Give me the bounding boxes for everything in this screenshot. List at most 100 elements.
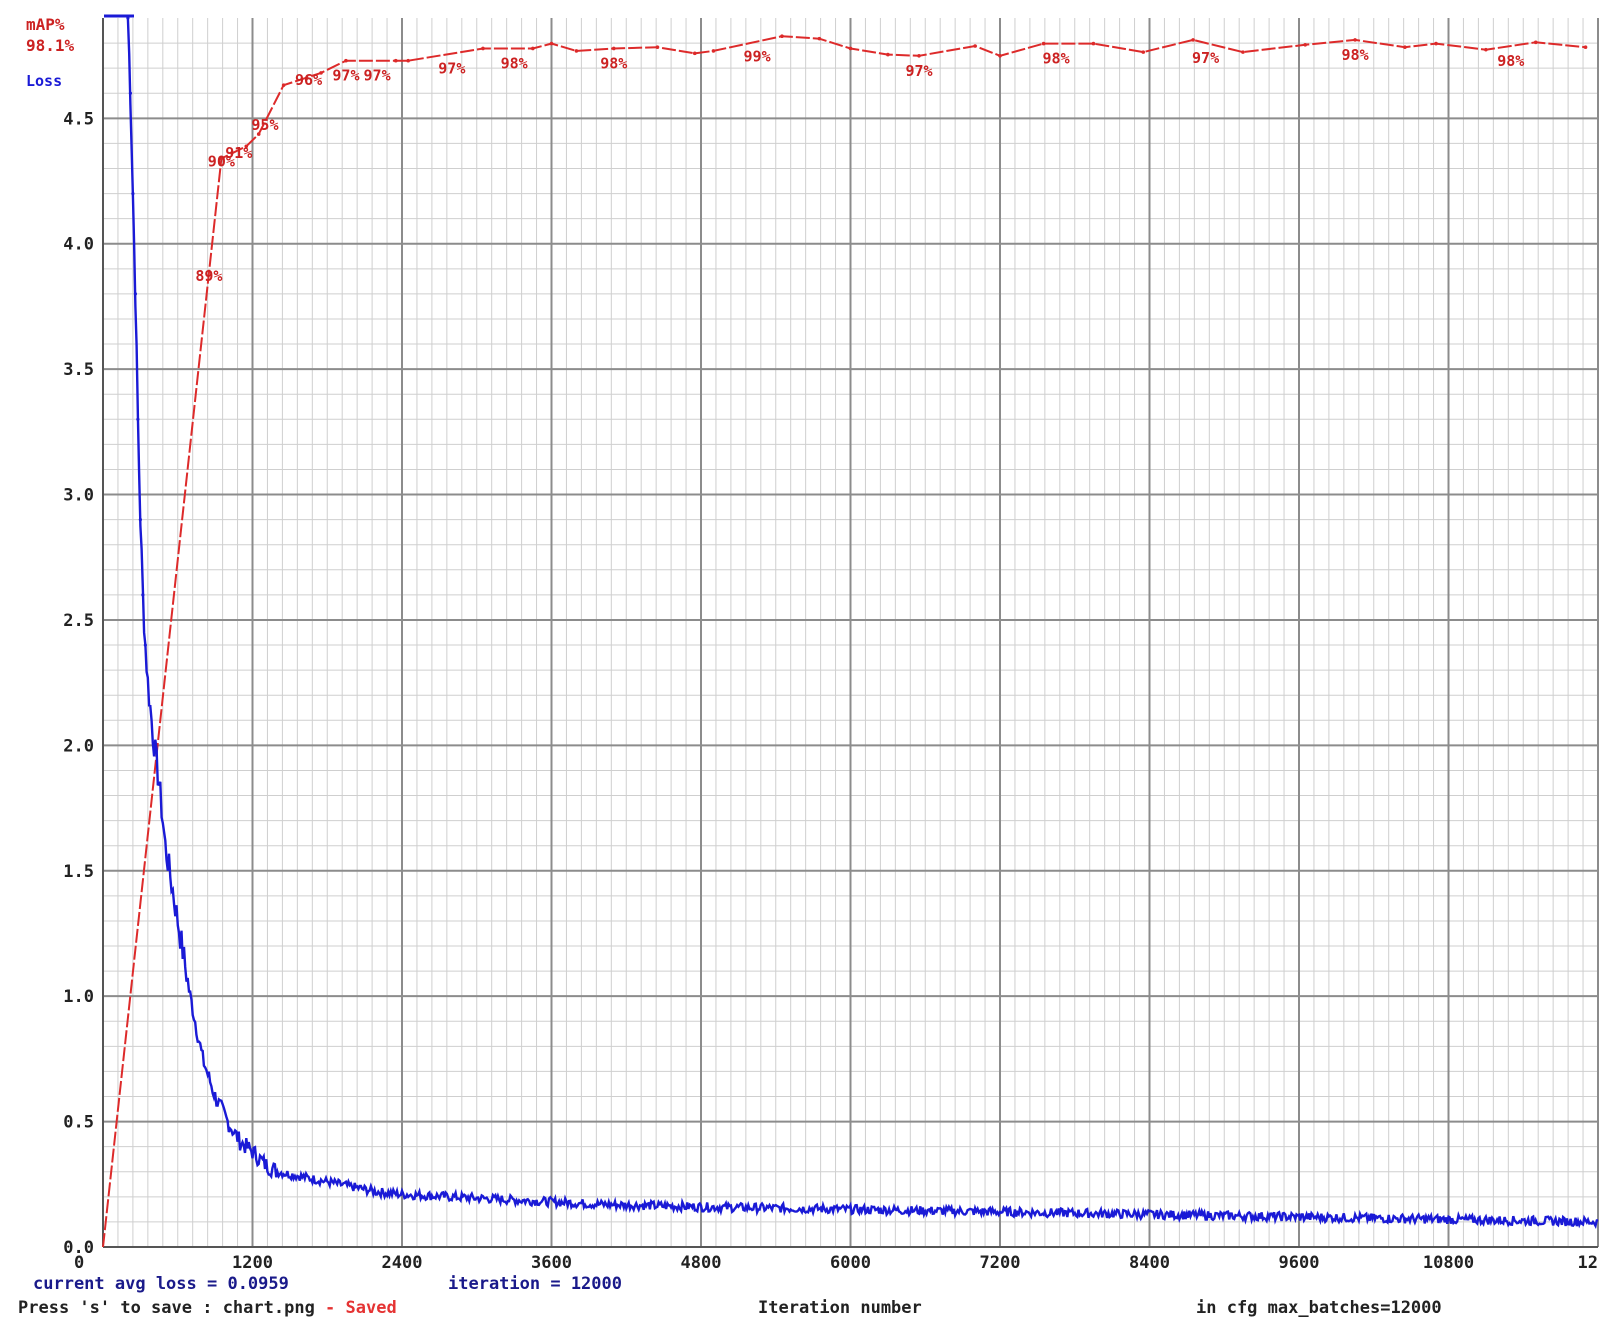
y-tick-label: 1.0 <box>63 987 94 1007</box>
map-series <box>102 34 1588 1248</box>
loss-point <box>138 518 142 522</box>
map-point <box>256 132 261 136</box>
map-point <box>1353 38 1357 42</box>
map-point <box>406 58 411 63</box>
current-iteration: iteration = 12000 <box>448 1274 622 1294</box>
map-point <box>1583 45 1588 50</box>
y-tick-labels: 0.0 0.5 1.0 1.5 2.0 2.5 3.0 3.5 4.0 4.5 <box>63 109 94 1258</box>
map-point <box>917 53 921 58</box>
max-batches-info: in cfg max_batches=12000 <box>1196 1298 1442 1318</box>
x-tick-label: 6000 <box>830 1253 871 1273</box>
map-line <box>102 35 1586 1248</box>
y-tick-label: 3.5 <box>63 360 94 380</box>
map-point <box>574 49 579 53</box>
legend: mAP% 98.1% Loss <box>26 14 134 90</box>
y-tick-label: 4.0 <box>63 235 94 255</box>
map-point <box>692 51 697 56</box>
x-tick-label: 9600 <box>1279 1253 1320 1273</box>
x-tick-label: 0 <box>74 1253 84 1273</box>
map-point <box>1403 45 1407 50</box>
map-value-label: 90% <box>208 153 235 171</box>
map-point <box>848 46 853 51</box>
map-point <box>1041 41 1046 46</box>
map-value-label: 96% <box>295 71 322 89</box>
loss-point <box>143 643 147 647</box>
x-tick-label: 3600 <box>531 1253 572 1273</box>
loss-line <box>126 18 1599 1230</box>
x-axis-label: Iteration number <box>758 1298 922 1318</box>
map-value-label: 99% <box>744 48 771 66</box>
y-tick-label: 1.5 <box>63 862 94 882</box>
map-value-label: 95% <box>251 116 278 134</box>
map-value-label: 91% <box>225 144 252 162</box>
map-point <box>219 156 224 161</box>
map-point <box>1141 50 1146 54</box>
map-value-label: 98% <box>600 55 627 73</box>
y-tick-label: 3.0 <box>63 486 94 506</box>
map-point <box>1533 40 1538 45</box>
loss-series <box>126 16 1599 1230</box>
map-point <box>973 44 977 48</box>
map-value-label: 89% <box>195 267 222 285</box>
map-value-label: 97% <box>364 67 391 85</box>
map-point <box>1191 38 1195 42</box>
loss-point <box>128 91 133 95</box>
x-tick-label: 12 <box>1578 1253 1598 1273</box>
x-tick-label: 8400 <box>1129 1253 1170 1273</box>
y-tick-label: 0.0 <box>63 1238 94 1258</box>
legend-loss-title: Loss <box>26 72 62 90</box>
x-tick-labels: 0 1200 2400 3600 4800 6000 7200 8400 9600 10800 12 <box>74 1253 1598 1273</box>
map-value-label: 98% <box>1497 52 1524 70</box>
map-value-label: 98% <box>1043 50 1070 68</box>
save-dash: - <box>314 1298 346 1318</box>
map-point <box>780 34 784 39</box>
map-point <box>319 71 323 75</box>
map-point <box>549 41 554 46</box>
map-point <box>655 45 660 50</box>
map-point <box>1303 42 1308 47</box>
map-value-label: 98% <box>1342 46 1369 64</box>
map-point <box>281 83 286 87</box>
x-tick-label: 4800 <box>681 1253 722 1273</box>
legend-map-title: mAP% <box>26 15 65 34</box>
x-tick-label: 2400 <box>382 1253 423 1273</box>
map-value-label: 97% <box>332 67 359 85</box>
map-point <box>344 58 348 63</box>
map-value-labels: 89% 90%91% 95% 96% 97% 97% 97% 98% 98% 99% 97% 98% 9… <box>195 46 1524 285</box>
map-value-label: 97% <box>1192 49 1219 67</box>
x-tick-label: 1200 <box>232 1253 273 1273</box>
saved-status: Saved <box>345 1298 397 1318</box>
map-point <box>393 58 398 63</box>
map-point <box>711 49 716 53</box>
x-tick-label: 7200 <box>980 1253 1021 1273</box>
map-point <box>244 144 249 149</box>
map-point <box>1434 41 1438 46</box>
loss-point <box>141 593 145 597</box>
map-point <box>611 46 616 51</box>
map-point <box>1241 50 1245 54</box>
map-value-label: 97% <box>905 62 932 80</box>
map-point <box>1091 41 1096 46</box>
current-avg-loss: current avg loss = 0.0959 <box>33 1274 289 1294</box>
save-hint-text: Press 's' to save : chart.png <box>18 1298 315 1318</box>
legend-map-value: 98.1% <box>26 36 75 55</box>
grid-lines <box>102 18 1599 1248</box>
save-hint: Press 's' to save : chart.png - Saved <box>18 1298 397 1318</box>
loss-point <box>136 417 140 421</box>
loss-point <box>133 292 137 296</box>
map-point <box>1484 47 1488 52</box>
map-point <box>481 46 485 51</box>
map-point <box>998 53 1002 58</box>
y-tick-label: 0.5 <box>63 1113 94 1133</box>
map-value-label: 97% <box>438 60 465 78</box>
y-tick-label: 2.0 <box>63 736 94 756</box>
y-tick-label: 4.5 <box>63 109 94 129</box>
loss-point <box>131 191 135 196</box>
map-point <box>817 36 822 41</box>
y-tick-label: 2.5 <box>63 611 94 631</box>
map-point <box>886 52 890 57</box>
x-tick-label: 10800 <box>1423 1253 1474 1273</box>
map-value-label: 98% <box>501 55 528 73</box>
